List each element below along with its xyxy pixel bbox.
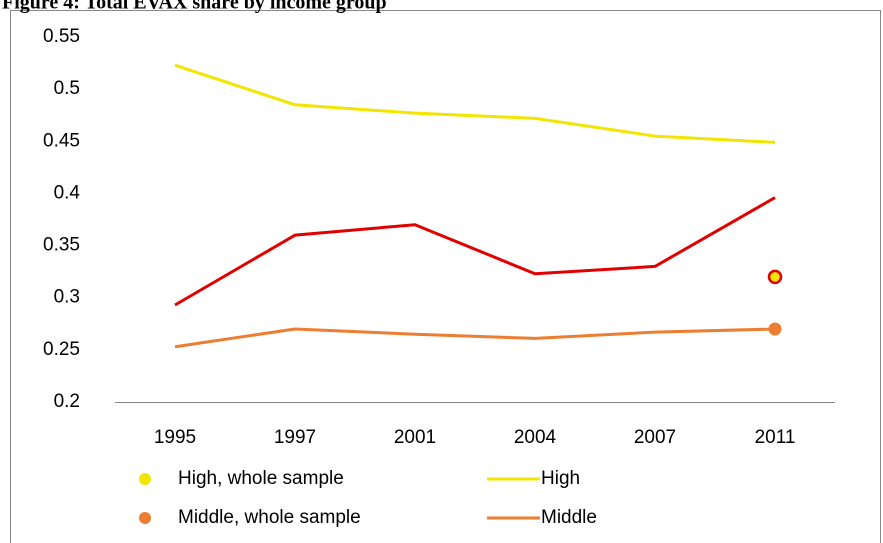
series-line <box>174 196 776 307</box>
x-tick-label: 2004 <box>514 427 557 448</box>
y-tick-label: 0.55 <box>43 26 80 47</box>
series-marker <box>768 322 782 336</box>
y-tick-label: 0.3 <box>54 287 80 308</box>
legend-label: Middle, whole sample <box>178 507 361 528</box>
x-tick-label: 1995 <box>154 427 196 448</box>
chart-title: Figure 4: Total EVAX share by income gro… <box>2 0 387 14</box>
x-tick-label: 1997 <box>274 427 316 448</box>
x-tick-label: 2011 <box>755 427 796 448</box>
legend-marker <box>139 512 151 524</box>
series-line <box>174 63 776 144</box>
legend-label: High, whole sample <box>178 468 344 489</box>
series-marker <box>767 269 783 285</box>
legend-label: Middle <box>541 507 597 528</box>
y-tick-label: 0.25 <box>43 339 80 360</box>
x-tick-label: 2001 <box>394 427 436 448</box>
chart-border <box>10 10 881 543</box>
y-tick-label: 0.5 <box>54 78 80 99</box>
x-tick-label: 2007 <box>634 427 676 448</box>
y-tick-label: 0.4 <box>54 182 81 203</box>
y-tick-label: 0.2 <box>54 391 80 412</box>
series-line <box>174 327 776 349</box>
legend-label: High <box>541 468 580 489</box>
y-tick-label: 0.35 <box>43 235 80 256</box>
legend-marker <box>139 473 151 485</box>
y-tick-label: 0.45 <box>43 130 80 151</box>
